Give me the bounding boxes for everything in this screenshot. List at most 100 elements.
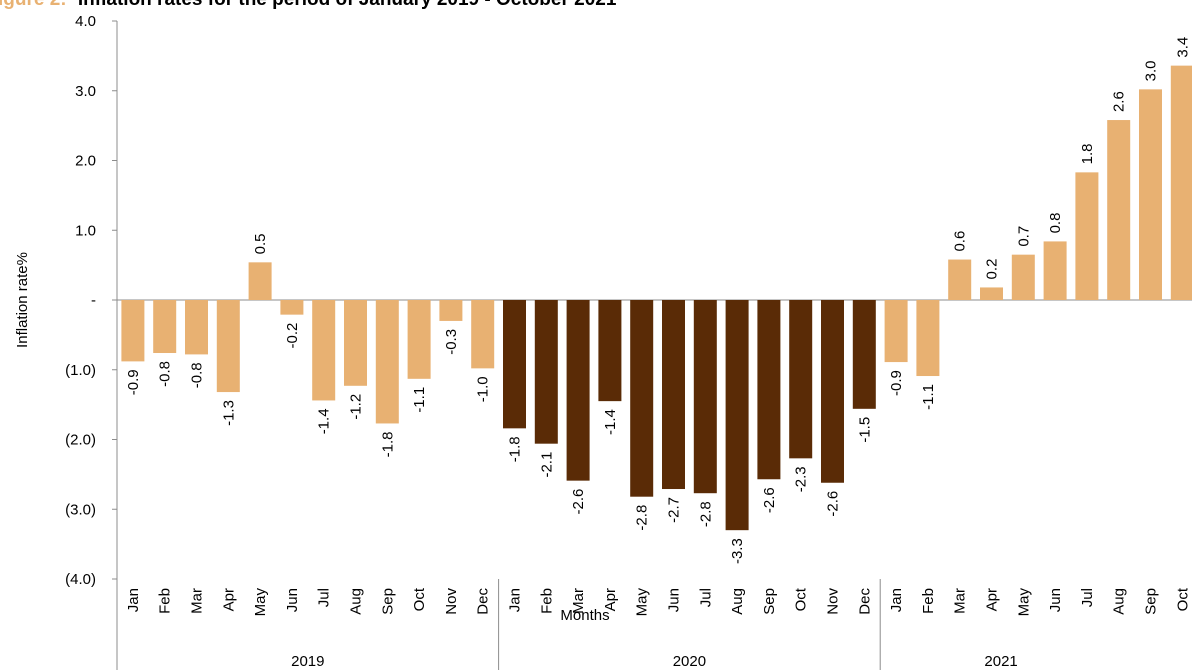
bar [725,300,749,531]
bar [1139,89,1162,300]
y-tick-label: 2.0 [75,153,96,170]
bar [216,300,240,393]
data-label: -3.3 [729,538,746,564]
bar [1170,65,1192,300]
bar [121,300,145,362]
bar [821,300,844,483]
month-label: Apr [984,588,1001,611]
month-label: Jul [697,588,714,607]
x-axis: Jan Feb Mar Apr May Jun Jul Aug Sep Oct Nov Dec Jan F… [116,579,1191,670]
bar [948,259,972,300]
data-label: -1.2 [348,394,365,420]
data-label: -1.5 [856,417,873,443]
month-label: Oct [793,587,810,611]
data-label: 3.4 [1174,37,1191,58]
data-label: 0.2 [984,259,1001,280]
month-label: Nov [443,588,460,615]
bar [1011,254,1035,300]
month-label: Apr [220,588,237,611]
bar [153,300,177,354]
month-label: Dec [856,588,873,615]
data-label: -1.4 [602,409,619,435]
month-label: Mar [570,588,587,614]
bar [407,300,431,379]
chart-title: igure 2: Inflation rates for the period … [0,0,617,10]
year-label: 2021 [984,653,1017,670]
bar [789,300,813,459]
bar [852,300,876,409]
data-label: -2.6 [761,487,778,513]
bar [344,300,367,386]
month-label: Aug [1111,588,1128,615]
year-label: 2020 [673,653,706,670]
data-labels: -0.9 -0.8 -0.8-1.30.5-0.2-1.4-1.2-1.8-1.1-… [125,37,1191,564]
month-label: Sep [761,588,778,615]
bar [248,262,272,300]
data-label: -1.8 [379,431,396,457]
y-tick-label: (2.0) [65,432,96,449]
data-label: -1.3 [220,400,237,426]
year-label: 2019 [291,653,324,670]
month-label: Jul [316,588,333,607]
month-label: Jan [507,588,524,612]
month-label: Sep [379,588,396,615]
data-label: -0.8 [189,362,206,388]
bar [280,300,304,315]
bar [185,300,208,355]
month-label: Aug [729,588,746,615]
chart-title-main: Inflation rates for the period of Januar… [78,0,617,10]
month-label: Oct [1174,587,1191,611]
bar [757,300,781,480]
data-label: -2.8 [634,505,651,531]
data-label: -1.8 [507,436,524,462]
bars [121,65,1192,531]
data-label: -0.9 [125,369,142,395]
data-label: -1.0 [475,376,492,402]
month-label: May [634,588,651,617]
month-label: May [252,588,269,617]
bar [916,300,940,377]
y-tick-label: (4.0) [65,571,96,588]
month-label: Oct [411,587,428,611]
bar [312,300,336,401]
y-tick-label: 1.0 [75,222,96,239]
bar [980,287,1003,300]
data-label: -0.8 [157,361,174,387]
month-label: Aug [348,588,365,615]
month-label: Jan [888,588,905,612]
data-label: 0.6 [952,231,969,252]
month-label: May [1015,588,1032,617]
data-label: -2.3 [793,466,810,492]
y-axis-label: Inflation rate% [14,252,31,348]
bar [884,300,908,363]
month-label: Feb [920,588,937,614]
data-label: 0.7 [1015,226,1032,247]
bar [1043,241,1067,300]
y-tick-label: (3.0) [65,501,96,518]
x-axis-label: Months [560,607,609,624]
data-label: -2.6 [825,491,842,517]
bar [693,300,717,494]
y-tick-label: 4.0 [75,13,96,30]
month-label: Apr [602,588,619,611]
month-label: Feb [157,588,174,614]
data-label: -0.2 [284,323,301,349]
month-label: Jun [284,588,301,612]
bar [566,300,590,481]
y-tick-label: 3.0 [75,83,96,100]
month-label: Dec [475,588,492,615]
data-label: -1.1 [920,384,937,410]
bar [630,300,654,497]
month-label: Jan [125,588,142,612]
bar [1075,172,1099,300]
bar [375,300,399,424]
data-label: -2.6 [570,489,587,515]
data-label: -1.4 [316,408,333,434]
data-label: 3.0 [1143,60,1160,81]
y-tick-label: (1.0) [65,362,96,379]
bar [662,300,685,490]
month-label: Jun [666,588,683,612]
y-tick-label: - [91,292,96,309]
data-label: 2.6 [1111,91,1128,112]
